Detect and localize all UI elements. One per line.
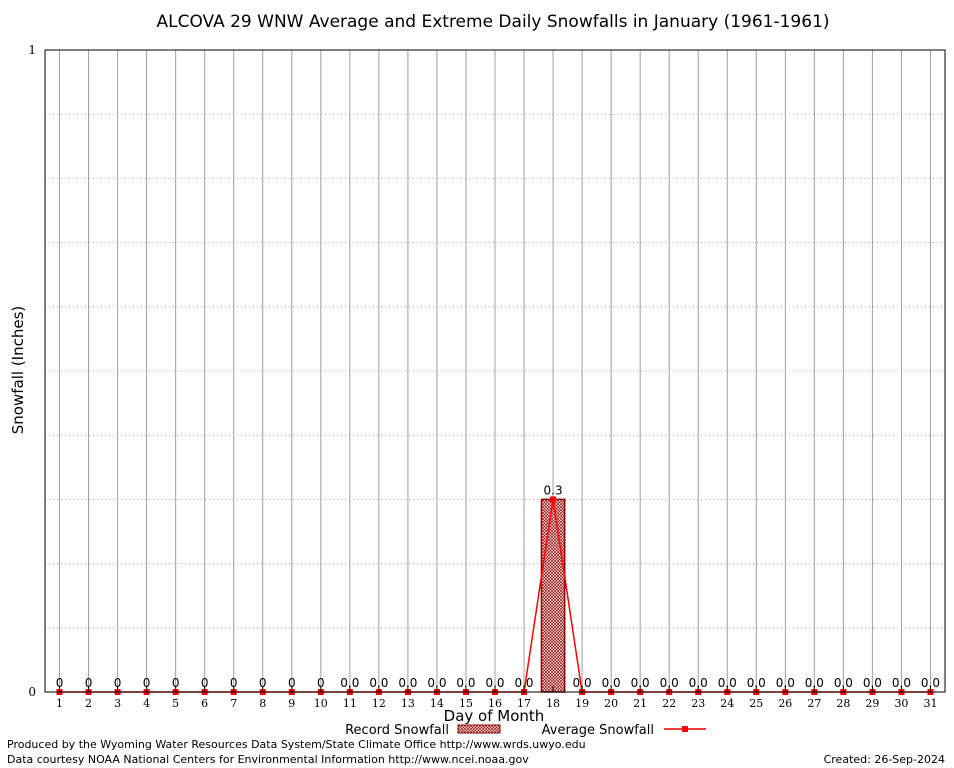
legend-average-label: Average Snowfall <box>542 723 654 738</box>
x-tick-label: 3 <box>114 697 121 710</box>
y-tick-label: 0 <box>28 685 36 699</box>
footer-created: Created: 26-Sep-2024 <box>824 753 945 766</box>
x-tick-label: 20 <box>604 697 618 710</box>
data-label: 0.0 <box>718 676 737 690</box>
x-tick-label: 25 <box>749 697 763 710</box>
data-label: 0.3 <box>544 483 563 497</box>
x-tick-label: 21 <box>633 697 647 710</box>
x-tick-label: 13 <box>401 697 415 710</box>
data-label: 0 <box>143 676 151 690</box>
x-tick-label: 6 <box>201 697 208 710</box>
x-tick-label: 12 <box>372 697 386 710</box>
footer-courtesy: Data courtesy NOAA National Centers for … <box>7 753 529 766</box>
data-label: 0.0 <box>805 676 824 690</box>
data-label: 0 <box>85 676 93 690</box>
data-label: 0.0 <box>631 676 650 690</box>
data-label: 0.0 <box>660 676 679 690</box>
data-label: 0.0 <box>456 676 475 690</box>
plot-frame <box>44 49 946 693</box>
x-tick-label: 31 <box>923 697 937 710</box>
x-tick-label: 30 <box>894 697 908 710</box>
chart-title: ALCOVA 29 WNW Average and Extreme Daily … <box>156 12 829 32</box>
data-label: 0 <box>317 676 325 690</box>
legend-average-marker <box>682 726 688 732</box>
axis-ticks: 1 2 3 4 5 6 7 8 9 10 11 12 13 14 15 16 17 18 19 20 21 22 23 24 2… <box>28 43 937 710</box>
legend-record-swatch <box>457 724 501 734</box>
x-tick-label: 16 <box>488 697 502 710</box>
x-tick-label: 19 <box>575 697 589 710</box>
data-label: 0.0 <box>776 676 795 690</box>
y-tick-label: 1 <box>28 43 36 57</box>
data-label: 0.0 <box>573 676 592 690</box>
data-label: 0 <box>288 676 296 690</box>
footer-produced-by: Produced by the Wyoming Water Resources … <box>7 738 586 751</box>
x-tick-label: 8 <box>259 697 266 710</box>
legend-record-label: Record Snowfall <box>345 723 449 738</box>
x-tick-label: 9 <box>288 697 295 710</box>
x-tick-label: 27 <box>807 697 821 710</box>
x-tick-label: 2 <box>85 697 92 710</box>
data-label: 0 <box>114 676 122 690</box>
data-label: 0.0 <box>485 676 504 690</box>
data-label: 0.0 <box>921 676 940 690</box>
x-tick-label: 7 <box>230 697 237 710</box>
data-labels: 0 0 0 0 0 0 0 0 0 0 0.0 0.0 0.0 0.0 0.0 0.0 0.0 0.3 0.0 0.0… <box>56 483 940 690</box>
x-tick-label: 23 <box>691 697 705 710</box>
data-label: 0.0 <box>514 676 533 690</box>
y-axis-title: Snowfall (Inches) <box>9 306 27 434</box>
x-tick-label: 28 <box>836 697 850 710</box>
legend: Record Snowfall Average Snowfall <box>345 723 706 738</box>
x-tick-label: 1 <box>56 697 63 710</box>
x-tick-label: 26 <box>778 697 792 710</box>
data-label: 0.0 <box>747 676 766 690</box>
data-label: 0.0 <box>834 676 853 690</box>
record-bars <box>540 498 566 693</box>
x-tick-label: 11 <box>343 697 357 710</box>
data-label: 0.0 <box>398 676 417 690</box>
data-label: 0 <box>230 676 238 690</box>
x-tick-label: 24 <box>720 697 734 710</box>
data-label: 0.0 <box>340 676 359 690</box>
average-point <box>550 496 557 503</box>
x-tick-label: 15 <box>459 697 473 710</box>
data-label: 0.0 <box>427 676 446 690</box>
data-label: 0 <box>201 676 209 690</box>
x-tick-label: 22 <box>662 697 676 710</box>
grid <box>45 50 945 692</box>
data-label: 0.0 <box>863 676 882 690</box>
data-label: 0 <box>172 676 180 690</box>
x-tick-label: 29 <box>865 697 879 710</box>
data-label: 0.0 <box>602 676 621 690</box>
data-label: 0.0 <box>689 676 708 690</box>
record-bar <box>540 498 566 693</box>
data-label: 0 <box>56 676 64 690</box>
x-tick-label: 5 <box>172 697 179 710</box>
x-tick-label: 18 <box>546 697 560 710</box>
x-tick-label: 4 <box>143 697 150 710</box>
data-label: 0.0 <box>369 676 388 690</box>
x-tick-label: 17 <box>517 697 531 710</box>
x-axis-title: Day of Month <box>444 707 545 725</box>
x-tick-label: 10 <box>314 697 328 710</box>
data-label: 0 <box>259 676 267 690</box>
data-label: 0.0 <box>892 676 911 690</box>
x-tick-label: 14 <box>430 697 444 710</box>
